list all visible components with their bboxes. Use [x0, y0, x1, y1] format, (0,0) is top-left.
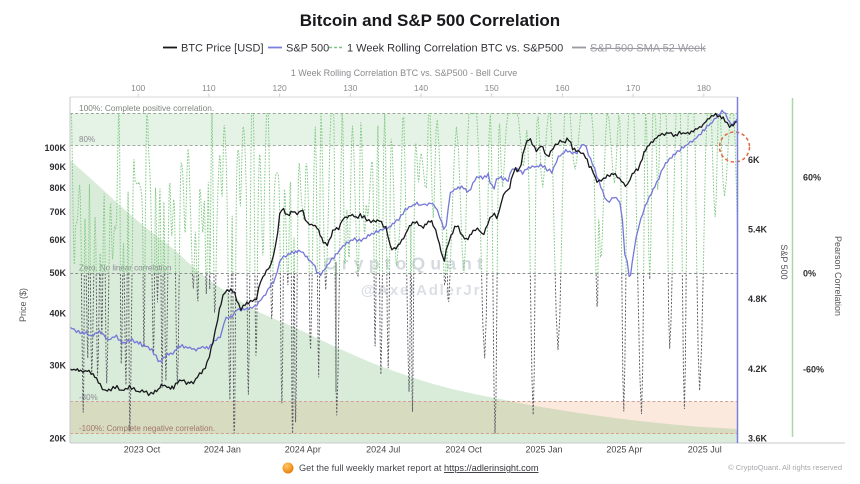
svg-text:60K: 60K — [49, 235, 66, 245]
svg-text:© CryptoQuant. All rights rese: © CryptoQuant. All rights reserved — [728, 463, 842, 472]
svg-text:4.2K: 4.2K — [748, 364, 768, 374]
svg-text:2024 Apr: 2024 Apr — [285, 445, 321, 455]
svg-text:40K: 40K — [49, 308, 66, 318]
svg-text:S&P 500: S&P 500 — [286, 43, 329, 55]
svg-text:1 Week Rolling Correlation BTC: 1 Week Rolling Correlation BTC vs. S&P50… — [347, 43, 563, 55]
svg-text:5.4K: 5.4K — [748, 225, 768, 235]
svg-text:1 Week Rolling Correlation BTC: 1 Week Rolling Correlation BTC vs. S&P50… — [291, 68, 517, 78]
svg-text:2025 Jan: 2025 Jan — [525, 445, 562, 455]
svg-text:80%: 80% — [79, 135, 95, 144]
svg-text:20K: 20K — [49, 434, 66, 444]
svg-text:180: 180 — [697, 83, 711, 93]
svg-text:2024 Oct: 2024 Oct — [445, 445, 482, 455]
svg-text:50K: 50K — [49, 268, 66, 278]
svg-text:-100%: Complete negative corre: -100%: Complete negative correlation. — [79, 424, 215, 433]
svg-text:100%: Complete positive correl: 100%: Complete positive correlation. — [79, 103, 214, 113]
svg-text:Price ($): Price ($) — [18, 288, 28, 322]
svg-text:0%: 0% — [803, 269, 816, 279]
svg-text:70K: 70K — [49, 207, 66, 217]
svg-text:150: 150 — [485, 83, 499, 93]
svg-text:2023 Oct: 2023 Oct — [124, 445, 161, 455]
svg-text:2024 Jan: 2024 Jan — [204, 445, 241, 455]
svg-text:120: 120 — [273, 83, 287, 93]
svg-text:110: 110 — [202, 83, 216, 93]
svg-text:3.6K: 3.6K — [748, 434, 768, 444]
svg-text:Bitcoin and S&P 500 Correlatio: Bitcoin and S&P 500 Correlation — [300, 11, 560, 30]
svg-text:Get the full weekly market rep: Get the full weekly market report at htt… — [299, 463, 539, 473]
svg-text:130: 130 — [343, 83, 357, 93]
svg-text:4.8K: 4.8K — [748, 294, 768, 304]
svg-text:-60%: -60% — [803, 365, 824, 375]
svg-text:-80%: -80% — [79, 393, 98, 402]
svg-text:S&P 500 SMA 52 Week: S&P 500 SMA 52 Week — [590, 43, 706, 55]
svg-text:2024 Jul: 2024 Jul — [366, 445, 400, 455]
svg-text:80K: 80K — [49, 183, 66, 193]
svg-text:100: 100 — [131, 83, 145, 93]
svg-text:2025 Apr: 2025 Apr — [606, 445, 642, 455]
svg-text:S&P 500: S&P 500 — [779, 244, 789, 279]
svg-text:2025 Jul: 2025 Jul — [688, 445, 722, 455]
svg-text:BTC Price [USD]: BTC Price [USD] — [181, 43, 264, 55]
svg-text:60%: 60% — [803, 173, 821, 183]
svg-text:90K: 90K — [49, 162, 66, 172]
svg-text:170: 170 — [626, 83, 640, 93]
svg-text:@AxelAdlerJr: @AxelAdlerJr — [361, 282, 481, 299]
svg-text:160: 160 — [555, 83, 569, 93]
svg-text:Zero. No linear correlation: Zero. No linear correlation — [79, 264, 171, 273]
svg-text:140: 140 — [414, 83, 428, 93]
svg-text:Pearson Correlation: Pearson Correlation — [833, 236, 843, 316]
svg-text:6K: 6K — [748, 155, 760, 165]
svg-text:100K: 100K — [44, 143, 66, 153]
svg-text:30K: 30K — [49, 360, 66, 370]
